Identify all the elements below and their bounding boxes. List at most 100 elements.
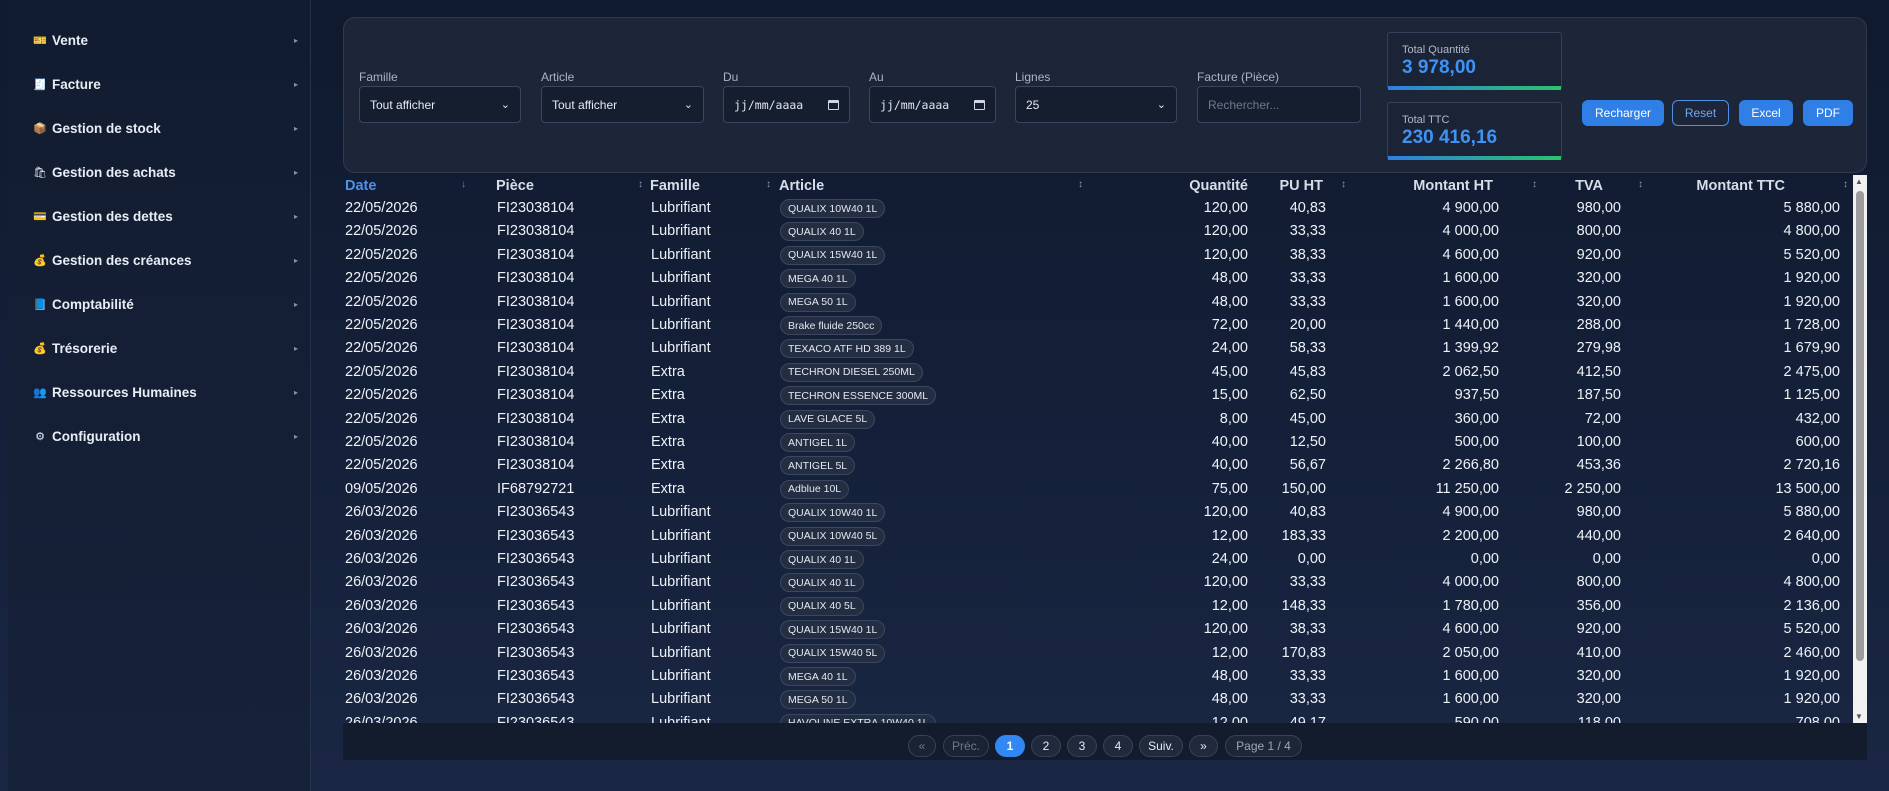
pdf-button[interactable]: PDF (1803, 100, 1853, 126)
table-row[interactable]: 26/03/2026 FI23036543 Lubrifiant QUALIX 15W… (343, 619, 1853, 642)
sort-icon[interactable]: ↕ (638, 179, 643, 190)
table-cell: Extra (651, 480, 685, 497)
table-cell: Lubrifiant (651, 691, 711, 708)
famille-select[interactable]: Tout afficher ⌄ (359, 86, 521, 123)
table-cell: 26/03/2026 (345, 714, 418, 723)
column-header-805[interactable]: Quantité (1189, 178, 1248, 194)
last-page-button[interactable]: » (1189, 735, 1218, 757)
facture-search-input[interactable]: Rechercher... (1197, 86, 1361, 123)
au-value: jj/mm/aaaa (880, 97, 950, 112)
reload-button[interactable]: Recharger (1582, 100, 1664, 126)
article-select[interactable]: Tout afficher ⌄ (541, 86, 704, 123)
column-header-1320[interactable]: Montant TTC (1696, 178, 1785, 194)
sidebar-item-ressources-humaines[interactable]: 👥 Ressources Humaines ▸ (32, 380, 300, 404)
caret-right-icon: ▸ (293, 79, 298, 89)
table-cell: Lubrifiant (651, 551, 711, 567)
chevron-down-icon: ⌄ (683, 99, 693, 111)
table-row[interactable]: 22/05/2026 FI23038104 Lubrifiant MEGA 40 1L… (343, 268, 1853, 291)
column-header-307[interactable]: Famille (650, 178, 700, 194)
page-button-3[interactable]: 3 (1067, 735, 1097, 757)
page-button-4[interactable]: 4 (1103, 735, 1133, 757)
table-row[interactable]: 22/05/2026 FI23038104 Extra LAVE GLACE 5L 8,… (343, 409, 1853, 432)
table-row[interactable]: 22/05/2026 FI23038104 Extra TECHRON ESSENCE… (343, 385, 1853, 408)
table-cell: 33,33 (1289, 293, 1326, 310)
table-row[interactable]: 22/05/2026 FI23038104 Lubrifiant QUALIX 40 … (343, 221, 1853, 244)
table-cell: 4 800,00 (1783, 223, 1840, 240)
sidebar-item-gestion-de-stock[interactable]: 📦 Gestion de stock ▸ (32, 116, 300, 140)
sort-desc-icon[interactable]: ↓ (461, 179, 466, 190)
column-header-153[interactable]: Pièce (496, 178, 534, 194)
calendar-icon[interactable] (828, 99, 839, 110)
table-row[interactable]: 26/03/2026 FI23036543 Lubrifiant QUALIX 40 … (343, 549, 1853, 572)
sort-icon[interactable]: ↕ (1341, 179, 1346, 190)
table-row[interactable]: 26/03/2026 FI23036543 Lubrifiant QUALIX 15W… (343, 643, 1853, 666)
page-button-1[interactable]: 1 (995, 735, 1025, 757)
column-header-900[interactable]: PU HT (1279, 178, 1324, 194)
sidebar-item-trésorerie[interactable]: 💰 Trésorerie ▸ (32, 336, 300, 360)
sort-icon[interactable]: ↕ (1078, 179, 1083, 190)
sort-icon[interactable]: ↕ (1843, 179, 1848, 190)
column-header-1190[interactable]: TVA (1575, 178, 1603, 194)
table-cell: 0,00 (1297, 551, 1326, 567)
sort-icon[interactable]: ↕ (766, 179, 771, 190)
table-row[interactable]: 22/05/2026 FI23038104 Extra TECHRON DIESEL … (343, 362, 1853, 385)
famille-value: Tout afficher (370, 97, 436, 112)
au-date-input[interactable]: jj/mm/aaaa (869, 86, 996, 123)
table-row[interactable]: 22/05/2026 FI23038104 Lubrifiant QUALIX 15W… (343, 245, 1853, 268)
table-row[interactable]: 26/03/2026 FI23036543 Lubrifiant QUALIX 40 … (343, 596, 1853, 619)
column-header-436[interactable]: Article (779, 178, 825, 194)
table-cell: Extra (651, 363, 685, 380)
lignes-select[interactable]: 25 ⌄ (1015, 86, 1177, 123)
table-row[interactable]: 26/03/2026 FI23036543 Lubrifiant MEGA 40 1L… (343, 666, 1853, 689)
table-cell: FI23036543 (497, 668, 575, 684)
table-cell: 38,33 (1289, 621, 1326, 638)
table-cell: 22/05/2026 (345, 293, 418, 310)
sidebar-item-gestion-des-créances[interactable]: 💰 Gestion des créances ▸ (32, 248, 300, 272)
excel-button[interactable]: Excel (1739, 100, 1793, 126)
table-row[interactable]: 26/03/2026 FI23036543 Lubrifiant QUALIX 10W… (343, 526, 1853, 549)
table-cell: Lubrifiant (651, 668, 711, 684)
calendar-icon[interactable] (974, 99, 985, 110)
first-page-button[interactable]: « (908, 735, 936, 757)
sort-icon[interactable]: ↕ (1532, 179, 1537, 190)
sidebar-item-configuration[interactable]: ⚙ Configuration ▸ (32, 424, 300, 448)
table-row[interactable]: 09/05/2026 IF68792721 Extra Adblue 10L 75,00… (343, 479, 1853, 502)
sidebar-item-comptabilité[interactable]: 📘 Comptabilité ▸ (32, 292, 300, 316)
page-button-2[interactable]: 2 (1031, 735, 1061, 757)
table-row[interactable]: 22/05/2026 FI23038104 Lubrifiant TEXACO ATF… (343, 338, 1853, 361)
table-row[interactable]: 22/05/2026 FI23038104 Extra ANTIGEL 5L 40,00… (343, 455, 1853, 478)
reset-button[interactable]: Reset (1672, 100, 1729, 126)
table-row[interactable]: 26/03/2026 FI23036543 Lubrifiant HAVOLINE E… (343, 713, 1853, 723)
sort-icon[interactable]: ↕ (1226, 179, 1231, 190)
table-cell: 2 136,00 (1783, 597, 1840, 614)
menu-icon: ⚙ (35, 430, 45, 443)
table-cell: Lubrifiant (651, 644, 711, 661)
table-row[interactable]: 22/05/2026 FI23038104 Lubrifiant QUALIX 10W… (343, 198, 1853, 221)
table-row[interactable]: 26/03/2026 FI23036543 Lubrifiant QUALIX 40 … (343, 572, 1853, 595)
scroll-up-icon[interactable]: ▲ (1855, 177, 1863, 186)
scroll-down-icon[interactable]: ▼ (1855, 712, 1863, 721)
sidebar-item-facture[interactable]: 🧾 Facture ▸ (32, 72, 300, 96)
famille-label: Famille (359, 70, 398, 84)
table-cell: Extra (651, 434, 685, 450)
vertical-scrollbar[interactable]: ▲ ▼ (1853, 175, 1867, 723)
table-cell: 22/05/2026 (345, 434, 418, 450)
table-row[interactable]: 22/05/2026 FI23038104 Extra ANTIGEL 1L 40,00… (343, 432, 1853, 455)
column-header-1030[interactable]: Montant HT (1413, 178, 1493, 194)
prev-page-button[interactable]: Préc. (943, 735, 989, 757)
sidebar-item-gestion-des-dettes[interactable]: 💳 Gestion des dettes ▸ (32, 204, 300, 228)
next-page-button[interactable]: Suiv. (1139, 735, 1183, 757)
table-cell: 5 520,00 (1783, 246, 1840, 263)
column-header-2[interactable]: Date (345, 178, 377, 194)
table-row[interactable]: 22/05/2026 FI23038104 Lubrifiant MEGA 50 1L… (343, 292, 1853, 315)
table-row[interactable]: 22/05/2026 FI23038104 Lubrifiant Brake flui… (343, 315, 1853, 338)
lignes-value: 25 (1026, 97, 1040, 112)
table-row[interactable]: 26/03/2026 FI23036543 Lubrifiant QUALIX 10W… (343, 502, 1853, 525)
table-cell: FI23038104 (497, 387, 575, 404)
sidebar-item-gestion-des-achats[interactable]: 🛍 Gestion des achats ▸ (32, 160, 300, 184)
table-row[interactable]: 26/03/2026 FI23036543 Lubrifiant MEGA 50 1L… (343, 689, 1853, 712)
du-date-input[interactable]: jj/mm/aaaa (723, 86, 850, 123)
sidebar-item-vente[interactable]: 🎫 Vente ▸ (32, 28, 300, 52)
scroll-thumb[interactable] (1856, 191, 1864, 661)
sort-icon[interactable]: ↕ (1638, 179, 1643, 190)
